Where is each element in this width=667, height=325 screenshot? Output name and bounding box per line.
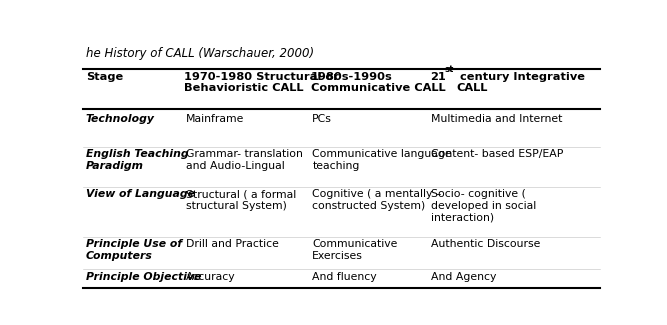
Text: 1970-1980 Structural or
Behavioristic CALL: 1970-1980 Structural or Behavioristic CA… [184, 72, 339, 93]
Text: And Agency: And Agency [432, 272, 497, 282]
Text: st: st [444, 65, 454, 74]
Text: 21: 21 [430, 72, 446, 82]
Text: Socio- cognitive (
developed in social
interaction): Socio- cognitive ( developed in social i… [432, 189, 536, 222]
Text: Structural ( a formal
structural System): Structural ( a formal structural System) [185, 189, 296, 211]
Text: 1980s-1990s
Communicative CALL: 1980s-1990s Communicative CALL [311, 72, 446, 93]
Text: Accuracy: Accuracy [185, 272, 235, 282]
Text: century Integrative
CALL: century Integrative CALL [456, 72, 585, 93]
Text: Drill and Practice: Drill and Practice [185, 239, 279, 249]
Text: Multimedia and Internet: Multimedia and Internet [432, 114, 563, 124]
Text: View of Language: View of Language [86, 189, 195, 199]
Text: Principle Objective: Principle Objective [86, 272, 201, 282]
Text: Grammar- translation
and Audio-Lingual: Grammar- translation and Audio-Lingual [185, 149, 303, 171]
Text: English Teaching
Paradigm: English Teaching Paradigm [86, 149, 189, 171]
Text: he History of CALL (Warschauer, 2000): he History of CALL (Warschauer, 2000) [86, 46, 314, 59]
Text: Cognitive ( a mentally –
constructed System): Cognitive ( a mentally – constructed Sys… [312, 189, 442, 211]
Text: Principle Use of
Computers: Principle Use of Computers [86, 239, 182, 261]
Text: And fluency: And fluency [312, 272, 377, 282]
Text: PCs: PCs [312, 114, 332, 124]
Text: Communicative language
teaching: Communicative language teaching [312, 149, 452, 171]
Text: Communicative
Exercises: Communicative Exercises [312, 239, 398, 261]
Text: Mainframe: Mainframe [185, 114, 244, 124]
Text: Stage: Stage [86, 72, 123, 82]
Text: Content- based ESP/EAP: Content- based ESP/EAP [432, 149, 564, 159]
Text: Technology: Technology [86, 114, 155, 124]
Text: Authentic Discourse: Authentic Discourse [432, 239, 541, 249]
